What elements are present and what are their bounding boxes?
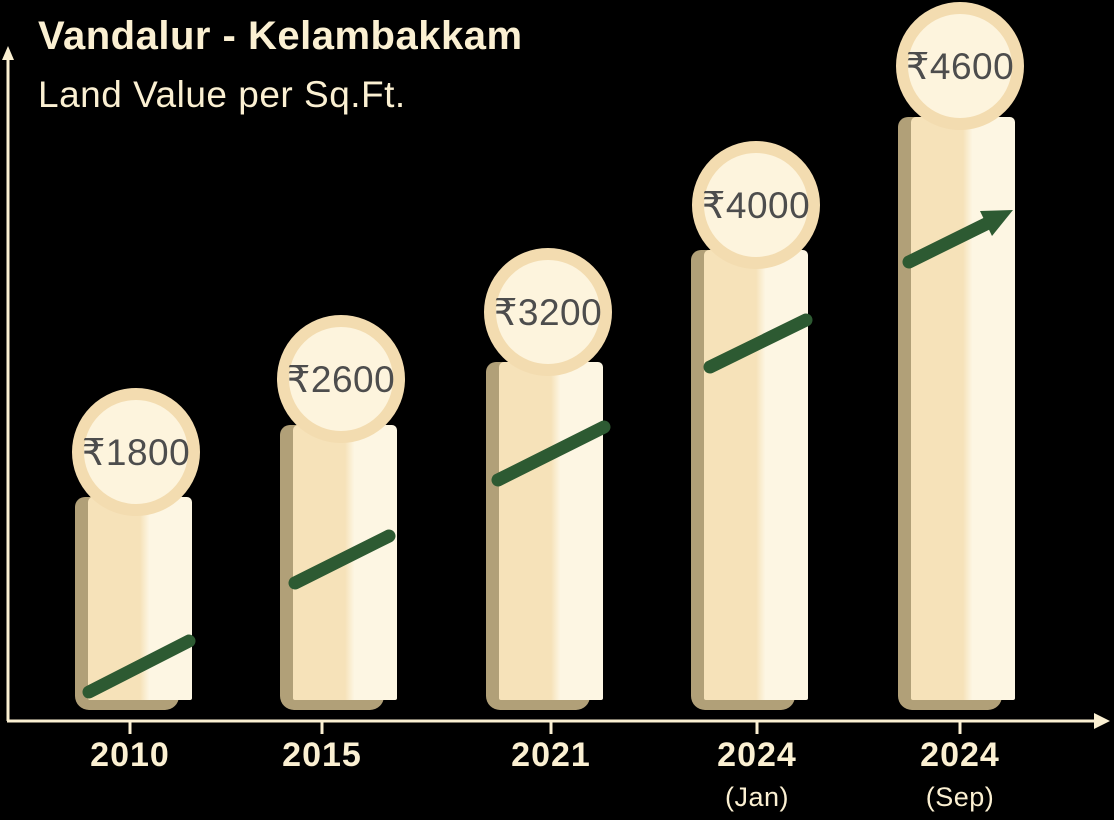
trend-segment bbox=[288, 529, 396, 590]
price-badge-2024-sep: ₹4600 bbox=[896, 2, 1024, 130]
trend-segment bbox=[491, 420, 611, 487]
y-axis-arrow-icon bbox=[2, 46, 14, 60]
price-label: ₹4600 bbox=[905, 45, 1015, 87]
year-label: 2015 bbox=[282, 736, 362, 774]
year-label: 2024 bbox=[920, 736, 1000, 774]
price-badge-2010: ₹1800 bbox=[72, 388, 200, 516]
trend-segment bbox=[703, 313, 813, 374]
year-label: 2010 bbox=[90, 736, 170, 774]
trend-segment bbox=[82, 634, 196, 699]
price-badge-2015: ₹2600 bbox=[277, 315, 405, 443]
price-label: ₹2600 bbox=[286, 358, 396, 400]
price-label: ₹1800 bbox=[81, 431, 191, 473]
chart-subtitle: Land Value per Sq.Ft. bbox=[38, 74, 406, 115]
trend-segment bbox=[902, 216, 995, 269]
price-badge-2021: ₹3200 bbox=[484, 248, 612, 376]
bar-2021 bbox=[499, 362, 603, 700]
year-label: 2024 bbox=[717, 736, 797, 774]
price-badge-2024-jan: ₹4000 bbox=[692, 141, 820, 269]
x-label-2024-jan: 2024 (Jan) bbox=[657, 736, 857, 813]
x-label-2021: 2021 bbox=[451, 736, 651, 783]
x-label-2024-sep: 2024 (Sep) bbox=[860, 736, 1060, 813]
chart-title: Vandalur - Kelambakkam bbox=[38, 14, 523, 58]
month-label: (Sep) bbox=[925, 782, 995, 813]
month-label: (Jan) bbox=[724, 782, 789, 813]
trend-arrow-icon bbox=[980, 210, 1013, 236]
price-label: ₹3200 bbox=[493, 291, 603, 333]
x-label-2010: 2010 bbox=[30, 736, 230, 783]
price-label: ₹4000 bbox=[701, 184, 811, 226]
year-label: 2021 bbox=[511, 736, 591, 774]
x-label-2015: 2015 bbox=[222, 736, 422, 783]
x-axis-arrow-icon bbox=[1094, 713, 1110, 729]
